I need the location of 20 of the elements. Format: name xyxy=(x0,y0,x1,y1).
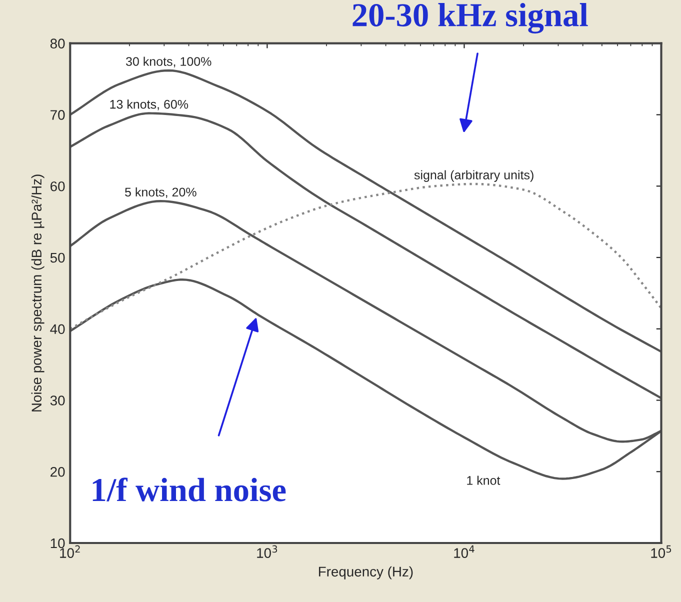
y-axis-title: Noise power spectrum (dB re µPa²/Hz) xyxy=(31,174,44,412)
chart-title: 20-30 kHz signal xyxy=(352,3,588,34)
series-label: 5 knots, 20% xyxy=(125,187,196,198)
y-tick-label: 10 xyxy=(50,538,65,548)
y-tick-label: 70 xyxy=(50,110,65,120)
series-label: 13 knots, 60% xyxy=(110,100,188,110)
series-label: 30 knots, 100% xyxy=(126,56,212,68)
x-axis-title: Frequency (Hz) xyxy=(318,566,413,580)
x-tick-label: 10$^{4}$ xyxy=(454,545,474,558)
y-tick-label: 40 xyxy=(50,324,65,334)
x-tick-label: 10$^{5}$ xyxy=(651,545,672,558)
annotation: 1/f wind noise xyxy=(92,478,286,502)
y-tick-label: 30 xyxy=(50,396,65,406)
x-tick-label: 10$^{3}$ xyxy=(257,545,278,558)
series-label: 1 knot xyxy=(467,476,500,485)
series-label: signal (arbitrary units) xyxy=(414,170,534,182)
y-tick-label: 80 xyxy=(50,38,65,49)
y-tick-label: 20 xyxy=(50,466,65,477)
y-tick-label: 50 xyxy=(50,252,65,263)
y-tick-label: 60 xyxy=(50,181,65,192)
